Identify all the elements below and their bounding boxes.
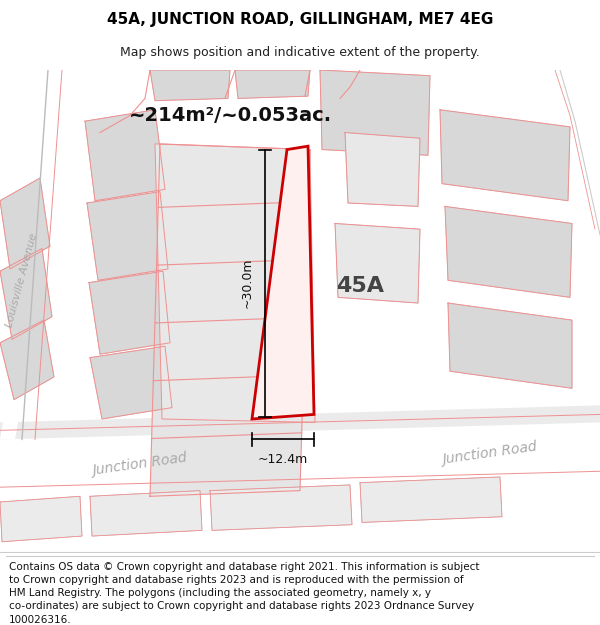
Polygon shape [440,110,570,201]
Polygon shape [345,132,420,206]
Text: Contains OS data © Crown copyright and database right 2021. This information is : Contains OS data © Crown copyright and d… [9,562,479,624]
Polygon shape [85,110,165,201]
Polygon shape [235,70,310,98]
Polygon shape [150,144,310,496]
Text: Map shows position and indicative extent of the property.: Map shows position and indicative extent… [120,46,480,59]
Text: ~30.0m: ~30.0m [241,258,254,308]
Polygon shape [87,192,168,280]
Polygon shape [0,178,50,269]
Text: Junction Road: Junction Road [92,451,188,478]
Polygon shape [150,70,230,101]
Polygon shape [155,144,315,423]
Polygon shape [210,485,352,531]
Text: Louisville Avenue: Louisville Avenue [5,232,40,329]
Text: 45A, JUNCTION ROAD, GILLINGHAM, ME7 4EG: 45A, JUNCTION ROAD, GILLINGHAM, ME7 4EG [107,12,493,27]
Text: 45A: 45A [336,276,384,296]
Polygon shape [335,224,420,303]
Polygon shape [0,70,80,326]
Polygon shape [252,146,314,419]
Polygon shape [0,70,80,439]
Polygon shape [90,491,202,536]
Polygon shape [0,320,54,399]
Polygon shape [0,406,600,439]
Polygon shape [320,70,430,155]
Text: ~12.4m: ~12.4m [258,453,308,466]
Polygon shape [90,346,172,419]
Polygon shape [89,271,170,354]
Text: ~214m²/~0.053ac.: ~214m²/~0.053ac. [128,106,332,125]
Polygon shape [0,249,52,339]
Polygon shape [448,303,572,388]
Polygon shape [445,206,572,298]
Text: Junction Road: Junction Road [442,439,538,467]
Polygon shape [310,70,370,104]
Polygon shape [360,477,502,522]
Polygon shape [400,70,600,201]
Polygon shape [0,496,82,542]
Polygon shape [0,422,600,496]
